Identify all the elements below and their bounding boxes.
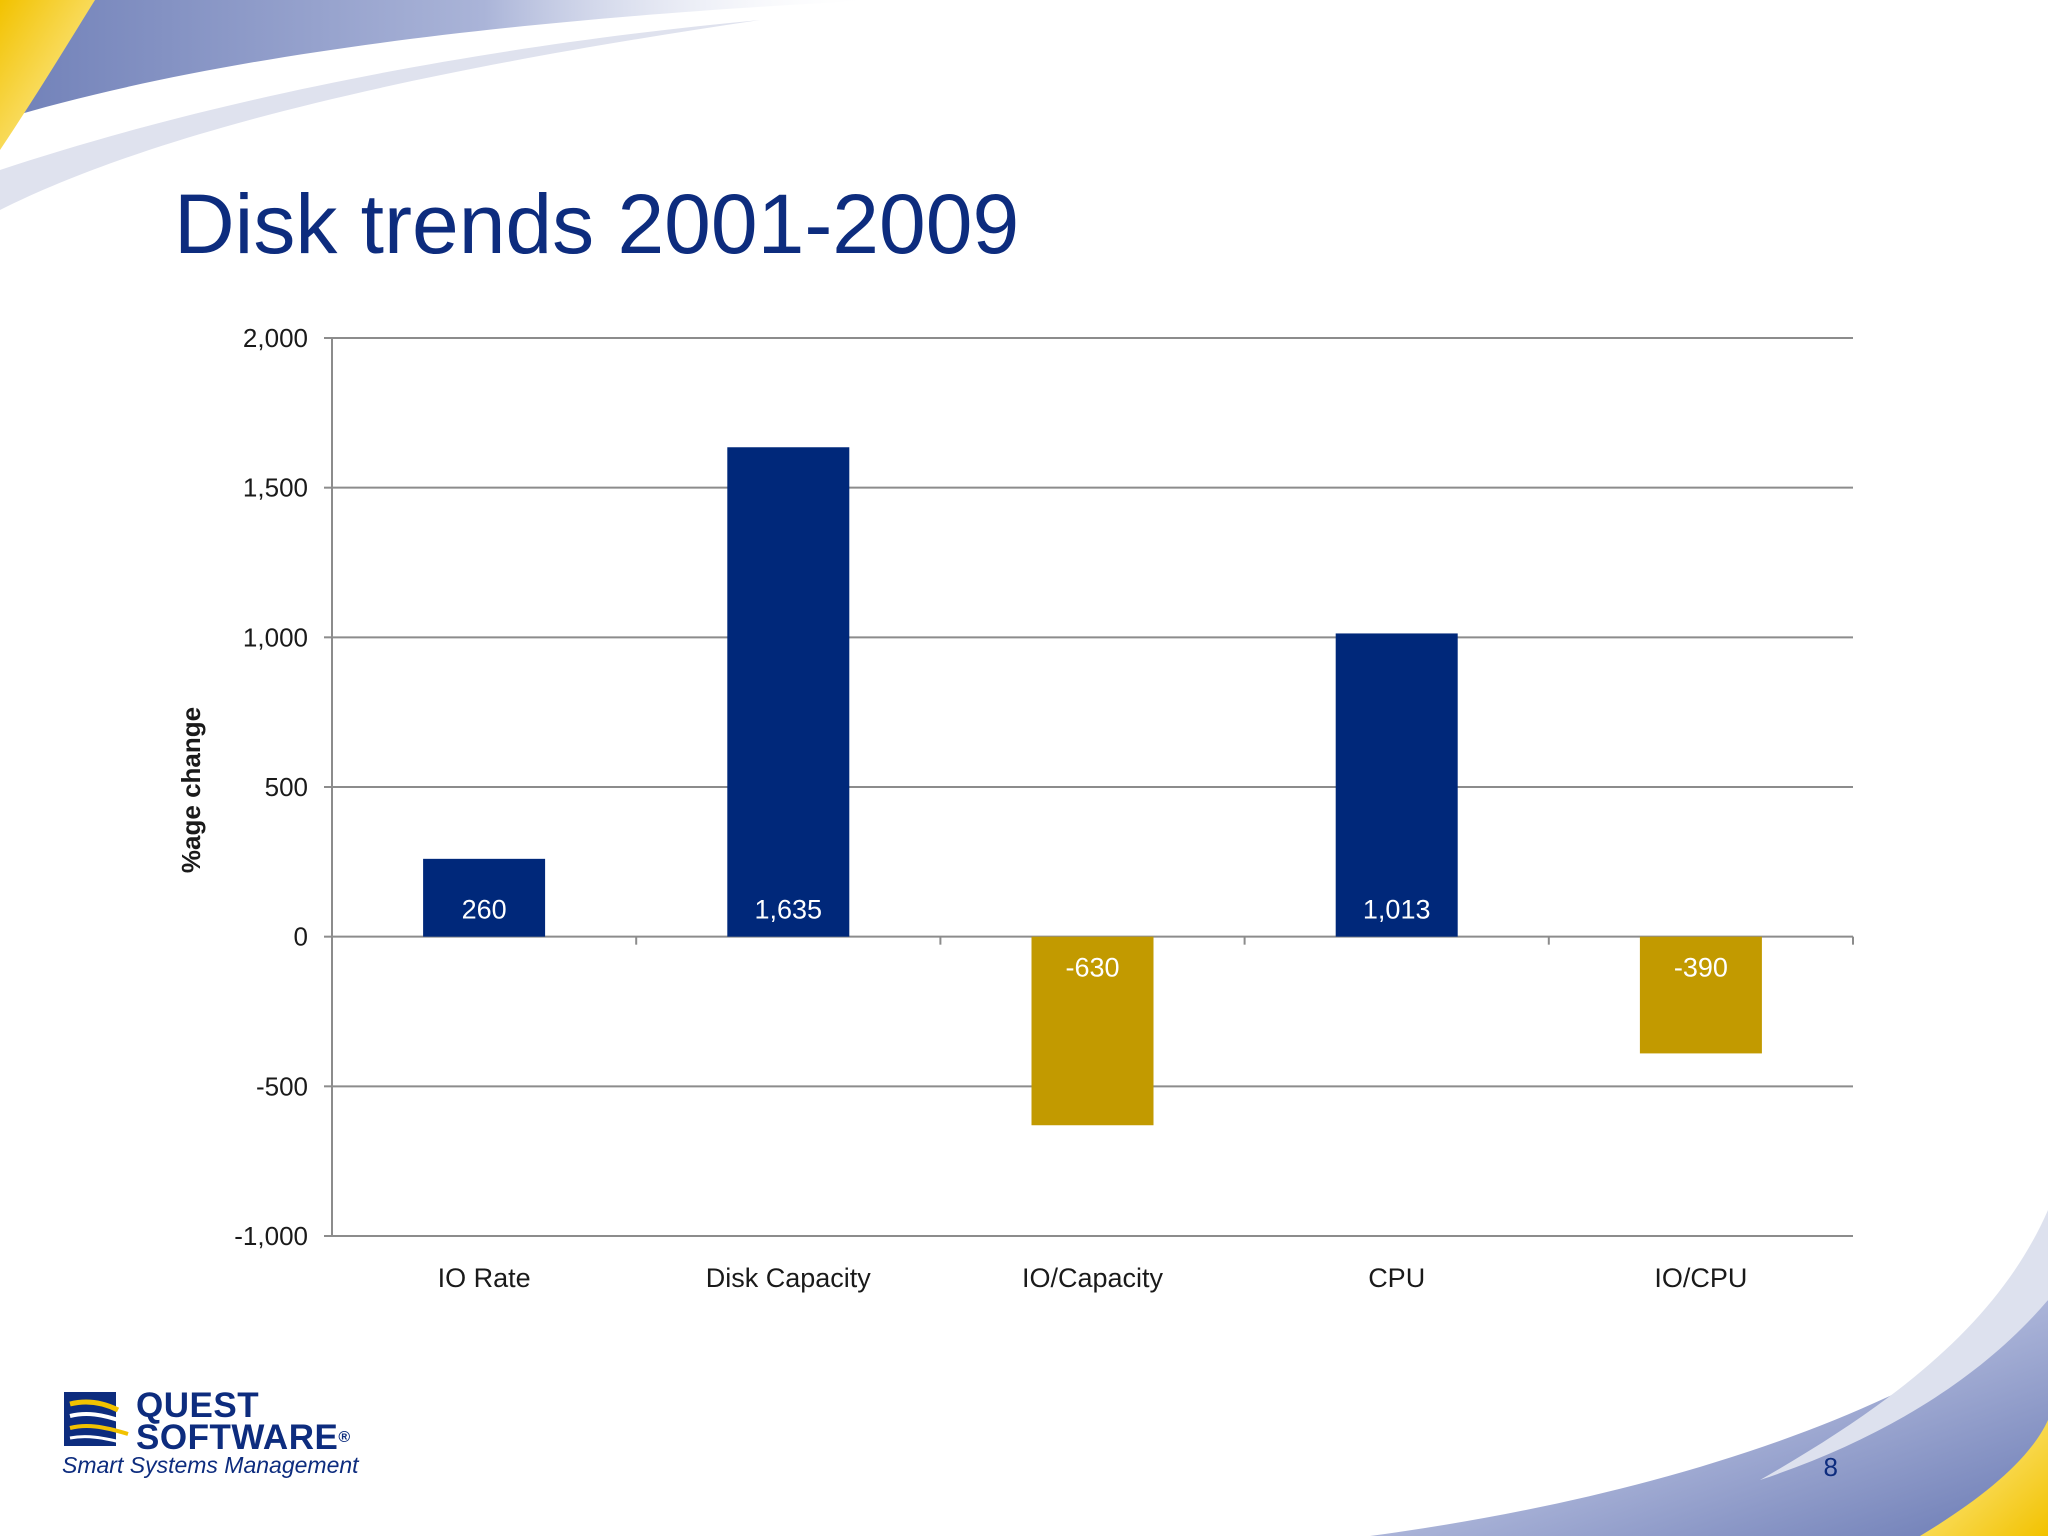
bottom-blue-swoosh xyxy=(1370,1300,2048,1536)
bar-io-rate xyxy=(423,858,546,937)
top-yellow-swoosh xyxy=(0,0,95,150)
x-category-labels: IO Rate Disk Capacity IO/Capacity CPU IO/CPU xyxy=(438,1263,1748,1293)
x-category-label: Disk Capacity xyxy=(706,1263,872,1293)
y-axis-label: %age change xyxy=(176,707,206,873)
data-label: -630 xyxy=(1065,953,1119,983)
bar-io-cpu xyxy=(1639,936,1762,1054)
quest-logo-icon xyxy=(64,1392,129,1446)
y-tick-label: 500 xyxy=(265,772,308,802)
bars xyxy=(423,447,1762,1126)
bar-cpu xyxy=(1335,633,1458,937)
x-category-label: IO/CPU xyxy=(1654,1263,1747,1293)
gridlines xyxy=(332,337,1853,1237)
y-tick-labels: -1,000 -500 0 500 1,000 1,500 2,000 xyxy=(234,323,308,1251)
y-tick-label: 2,000 xyxy=(243,323,308,353)
logo-word-quest: QUEST xyxy=(136,1386,260,1425)
quest-software-logo: QUEST SOFTWARE® Smart Systems Management xyxy=(62,1384,392,1484)
x-category-label: CPU xyxy=(1368,1263,1425,1293)
registered-mark: ® xyxy=(338,1429,351,1446)
bottom-grey-swoosh xyxy=(1760,1210,2048,1480)
data-label: -390 xyxy=(1674,953,1728,983)
y-tick-label: 1,500 xyxy=(243,473,308,503)
y-tick-label: -500 xyxy=(256,1071,308,1101)
bar-disk-capacity xyxy=(727,447,850,937)
y-tick-label: 0 xyxy=(294,922,308,952)
bar-io-capacity xyxy=(1031,936,1154,1126)
data-label: 260 xyxy=(462,895,507,925)
page-number: 8 xyxy=(1823,1452,1838,1482)
slide-title: Disk trends 2001-2009 xyxy=(174,177,1020,271)
data-label: 1,013 xyxy=(1363,895,1431,925)
y-tick-label: 1,000 xyxy=(243,622,308,652)
top-blue-swoosh xyxy=(0,0,880,120)
logo-tagline: Smart Systems Management xyxy=(62,1452,359,1478)
x-category-label: IO Rate xyxy=(438,1263,531,1293)
data-label: 1,635 xyxy=(755,895,823,925)
logo-word-software: SOFTWARE® xyxy=(136,1418,351,1457)
x-category-label: IO/Capacity xyxy=(1022,1263,1164,1293)
data-labels: 260 1,635 -630 1,013 -390 xyxy=(462,895,1728,983)
y-tick-label: -1,000 xyxy=(234,1221,308,1251)
bottom-yellow-swoosh xyxy=(1920,1420,2048,1536)
